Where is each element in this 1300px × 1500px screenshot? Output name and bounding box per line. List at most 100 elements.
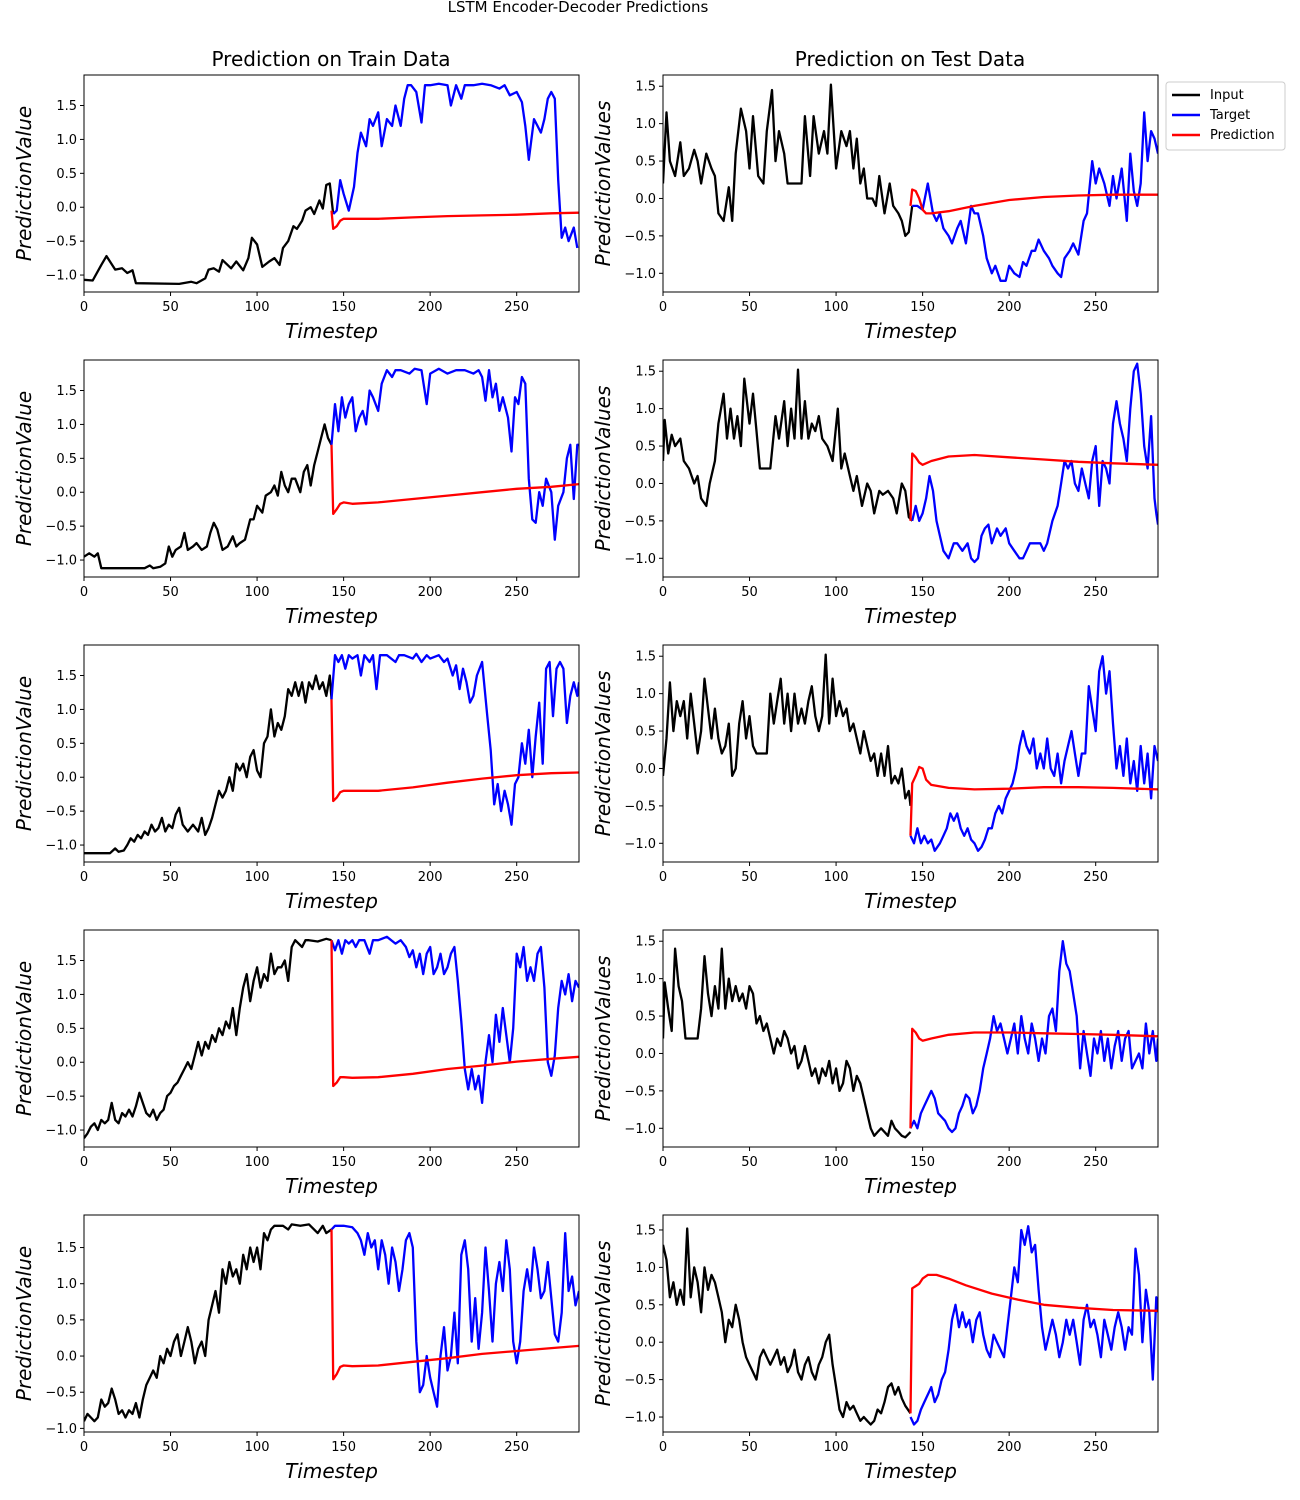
x-axis-label: Timestep [864, 889, 957, 913]
subplot-test-5: 0 50 100 150 200 250 −1.0 −0.5 0.0 0.5 1.0 1.5 Times… [591, 1214, 1159, 1483]
x-tick-label: 250 [1083, 1155, 1108, 1170]
subplot-test-4: 0 50 100 150 200 250 −1.0 −0.5 0.0 0.5 1.0 1.5 Times… [591, 929, 1159, 1198]
x-tick-label: 150 [910, 300, 935, 315]
legend-input-label: Input [1210, 88, 1244, 103]
x-tick-label: 250 [504, 300, 529, 315]
y-tick-label: −1.0 [45, 839, 77, 854]
series-line-target [909, 940, 1158, 1134]
y-axis-label: PredictionValue [12, 961, 36, 1116]
series-line-input [663, 653, 912, 807]
x-tick-label: 200 [418, 585, 443, 600]
y-tick-label: −1.0 [45, 269, 77, 284]
x-tick-label: 250 [1083, 585, 1108, 600]
y-tick-label: −1.0 [624, 267, 656, 282]
series-line-prediction [909, 1273, 1158, 1414]
y-tick-label: −0.5 [45, 520, 77, 535]
x-tick-label: 50 [162, 300, 179, 315]
axes-frame [662, 929, 1159, 1148]
x-tick-label: 100 [824, 585, 849, 600]
y-tick-label: −1.0 [624, 837, 656, 852]
x-tick-label: 200 [997, 870, 1022, 885]
y-tick-label: −1.0 [624, 1122, 656, 1137]
y-tick-label: 0.5 [56, 1313, 77, 1328]
train-column-title: Prediction on Train Data [211, 47, 450, 71]
y-tick-label: −1.0 [45, 554, 77, 569]
x-tick-label: 250 [504, 1440, 529, 1455]
y-tick-label: 1.5 [635, 1223, 656, 1238]
x-tick-label: 0 [80, 1155, 88, 1170]
y-tick-label: 1.0 [635, 687, 656, 702]
x-tick-label: 50 [741, 300, 758, 315]
x-tick-label: 100 [245, 585, 270, 600]
series-line-target [330, 935, 579, 1105]
y-tick-label: 0.5 [635, 440, 656, 455]
series-line-prediction [909, 188, 1158, 215]
x-tick-label: 150 [910, 1440, 935, 1455]
x-axis-label: Timestep [285, 319, 378, 343]
y-tick-label: 1.5 [56, 954, 77, 969]
x-tick-label: 50 [162, 870, 179, 885]
x-tick-label: 250 [1083, 1440, 1108, 1455]
x-tick-label: 200 [418, 1440, 443, 1455]
x-tick-label: 150 [910, 1155, 935, 1170]
x-tick-label: 0 [80, 870, 88, 885]
y-axis-label: PredictionValues [591, 956, 615, 1122]
x-tick-label: 100 [824, 1440, 849, 1455]
x-tick-label: 200 [418, 1155, 443, 1170]
y-tick-label: 0.0 [635, 192, 656, 207]
axes-frame [662, 359, 1159, 578]
series-line-input [663, 1227, 912, 1426]
x-tick-label: 0 [659, 1155, 667, 1170]
y-axis-label: PredictionValue [12, 1246, 36, 1401]
y-tick-label: 1.0 [56, 1277, 77, 1292]
series-line-prediction [909, 452, 1158, 521]
y-axis-label: PredictionValues [591, 386, 615, 552]
x-tick-label: 150 [910, 870, 935, 885]
series-line-input [84, 423, 333, 570]
subplot-train-3: 0 50 100 150 200 250 −1.0 −0.5 0.0 0.5 1.0 1.5 Times… [12, 644, 580, 913]
series-line-input [84, 674, 333, 855]
axes-frame [83, 929, 580, 1148]
y-axis-label: PredictionValues [591, 1241, 615, 1407]
series-line-input [84, 937, 332, 1139]
y-tick-label: 0.5 [635, 725, 656, 740]
x-tick-label: 200 [997, 1155, 1022, 1170]
test-column-title: Prediction on Test Data [795, 47, 1025, 71]
x-tick-label: 0 [80, 585, 88, 600]
y-tick-label: 1.0 [56, 418, 77, 433]
series-line-input [84, 182, 335, 286]
x-tick-label: 100 [824, 300, 849, 315]
y-tick-label: 0.0 [56, 1350, 77, 1365]
x-axis-label: Timestep [285, 604, 378, 628]
x-tick-label: 100 [245, 300, 270, 315]
y-tick-label: 0.5 [56, 1022, 77, 1037]
series-line-prediction [330, 940, 579, 1088]
y-tick-label: −1.0 [624, 552, 656, 567]
x-tick-label: 150 [331, 300, 356, 315]
axes-frame [83, 359, 580, 578]
x-tick-label: 200 [997, 585, 1022, 600]
x-tick-label: 50 [741, 585, 758, 600]
y-tick-label: 1.0 [56, 703, 77, 718]
series-line-target [911, 362, 1158, 564]
y-axis-label: PredictionValues [591, 671, 615, 837]
x-tick-label: 250 [504, 870, 529, 885]
series-line-target [909, 655, 1158, 852]
x-tick-label: 100 [824, 1155, 849, 1170]
y-tick-label: 0.5 [56, 737, 77, 752]
legend-prediction-label: Prediction [1210, 128, 1275, 143]
x-tick-label: 50 [162, 1155, 179, 1170]
series-line-target [330, 1224, 579, 1408]
y-tick-label: 0.0 [635, 477, 656, 492]
y-tick-label: −0.5 [45, 1090, 77, 1105]
y-tick-label: −0.5 [624, 799, 656, 814]
x-tick-label: 150 [331, 870, 356, 885]
series-line-prediction [330, 210, 579, 231]
y-tick-label: 1.0 [635, 972, 656, 987]
x-tick-label: 50 [741, 1440, 758, 1455]
x-tick-label: 250 [1083, 870, 1108, 885]
axes-frame [83, 74, 580, 293]
y-tick-label: 1.5 [56, 99, 77, 114]
subplot-grid: 0 50 100 150 200 250 −1.0 −0.5 0.0 0.5 1.0 1.5 Times… [12, 74, 1159, 1483]
x-tick-label: 200 [997, 300, 1022, 315]
